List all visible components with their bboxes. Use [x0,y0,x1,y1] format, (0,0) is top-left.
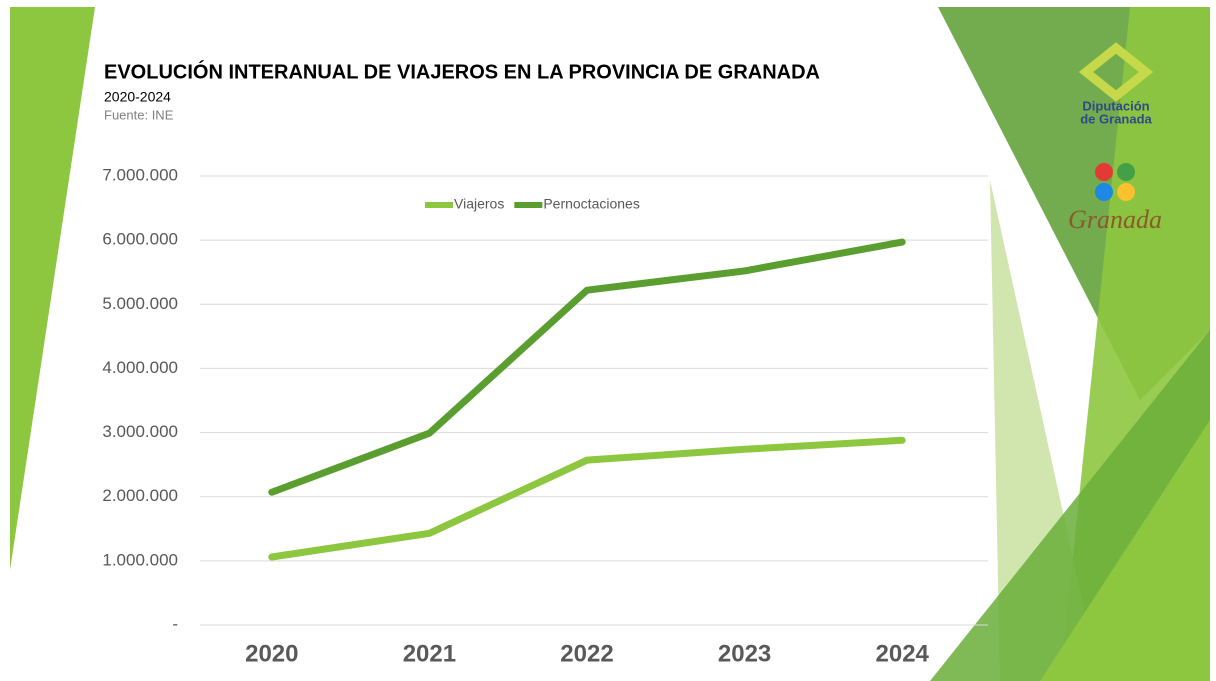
y-tick-label: 4.000.000 [102,358,178,377]
x-tick-label: 2022 [560,640,613,667]
y-tick-label: 2.000.000 [102,486,178,505]
chart-source: Fuente: INE [104,107,174,122]
y-tick-label: 5.000.000 [102,294,178,313]
logo-diputacion: Diputación de Granada [1078,42,1154,126]
y-tick-label: 6.000.000 [102,230,178,249]
y-tick-label: 3.000.000 [102,422,178,441]
chart-subtitle: 2020-2024 [104,89,171,105]
y-tick-label: 7.000.000 [102,165,178,184]
x-tick-label: 2023 [718,640,771,667]
series-line [268,238,906,496]
decor-left [10,7,95,570]
legend-label: Pernoctaciones [543,196,640,212]
logo-text: Granada [1068,205,1162,234]
logo-text: Diputación [1082,98,1149,113]
legend-label: Viajeros [454,196,504,212]
logo-text: de Granada [1080,111,1152,126]
chart-title: EVOLUCIÓN INTERANUAL DE VIAJEROS EN LA P… [104,59,820,83]
x-tick-label: 2021 [403,640,456,667]
series-line [268,436,906,561]
y-tick-label: 1.000.000 [102,550,178,569]
x-tick-label: 2024 [876,640,930,667]
y-tick-label: - [172,614,178,633]
logo-granada: Granada [1068,163,1162,234]
decor-right [1040,420,1210,681]
x-tick-label: 2020 [245,640,298,667]
